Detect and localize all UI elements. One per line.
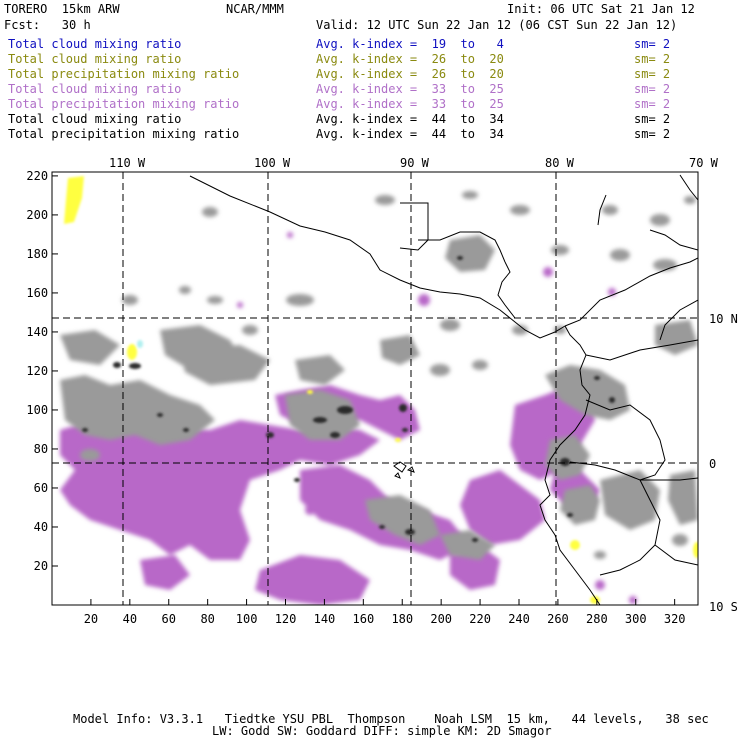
y-tick-label: 80 <box>33 441 49 456</box>
lon-label-110w: 110 W <box>109 156 146 170</box>
x-tick-label: 40 <box>122 612 138 626</box>
legend-sm-3: sm= 2 <box>634 67 671 81</box>
y-tick-label: 60 <box>33 480 49 495</box>
legend-field-7: Total precipitation mixing ratio <box>8 127 240 141</box>
y-tick-label: 20 <box>33 558 49 573</box>
y-tick-label: 160 <box>26 285 49 300</box>
x-tick-label: 20 <box>83 612 99 626</box>
lon-label-90w: 90 W <box>400 156 429 170</box>
legend-field-3: Total precipitation mixing ratio <box>8 67 240 81</box>
map-plot-area <box>60 174 698 605</box>
y-tick-label: 180 <box>26 246 49 261</box>
x-tick-label: 300 <box>624 612 647 626</box>
legend-field-6: Total cloud mixing ratio <box>8 112 182 126</box>
legend-kindex-3: Avg. k-index = 26 to 20 <box>316 67 504 81</box>
model-info-line: Model Info: V3.3.1 Tiedtke YSU PBL Thomp… <box>73 712 709 726</box>
legend-sm-5: sm= 2 <box>634 97 671 111</box>
physics-info-line: LW: Godd SW: Goddard DIFF: simple KM: 2D… <box>212 724 552 738</box>
legend-field-2: Total cloud mixing ratio <box>8 52 182 66</box>
legend-sm-7: sm= 2 <box>634 127 671 141</box>
legend-kindex-1: Avg. k-index = 19 to 4 <box>316 37 504 51</box>
axis-ticks <box>52 175 676 605</box>
y-tick-label: 120 <box>26 363 49 378</box>
legend-sm-2: sm= 2 <box>634 52 671 66</box>
lat-lon-grid <box>52 172 698 605</box>
legend-kindex-4: Avg. k-index = 33 to 25 <box>316 82 504 96</box>
x-tick-label: 100 <box>235 612 258 626</box>
legend-kindex-2: Avg. k-index = 26 to 20 <box>316 52 504 66</box>
legend-kindex-5: Avg. k-index = 33 to 25 <box>316 97 504 111</box>
x-tick-label: 260 <box>547 612 569 626</box>
x-tick-label: 220 <box>469 612 491 626</box>
lat-label-10s: 10 S <box>709 600 738 614</box>
x-tick-label: 200 <box>430 612 453 626</box>
lat-label-10n: 10 N <box>709 312 738 326</box>
x-tick-label: 240 <box>508 612 530 626</box>
x-tick-label: 120 <box>274 612 297 626</box>
x-tick-label: 80 <box>200 612 215 626</box>
legend-field-1: Total cloud mixing ratio <box>8 37 182 51</box>
y-tick-label: 140 <box>26 324 49 339</box>
coastlines <box>189 174 698 605</box>
forecast-hour: Fcst: 30 h <box>4 18 91 32</box>
plot-frame <box>51 171 699 606</box>
x-tick-label: 320 <box>663 612 686 626</box>
organization-label: NCAR/MMM <box>226 2 284 16</box>
valid-time: Valid: 12 UTC Sun 22 Jan 12 (06 CST Sun … <box>316 18 678 32</box>
legend-kindex-7: Avg. k-index = 44 to 34 <box>316 127 504 141</box>
x-tick-label: 60 <box>161 612 176 626</box>
model-title: TORERO 15km ARW <box>4 2 120 16</box>
legend-sm-4: sm= 2 <box>634 82 671 96</box>
x-tick-label: 160 <box>352 612 375 626</box>
legend-field-5: Total precipitation mixing ratio <box>8 97 240 111</box>
y-tick-label: 100 <box>26 402 49 417</box>
lon-label-100w: 100 W <box>254 156 291 170</box>
init-time: Init: 06 UTC Sat 21 Jan 12 <box>507 2 695 16</box>
lon-label-70w: 70 W <box>689 156 718 170</box>
legend-kindex-6: Avg. k-index = 44 to 34 <box>316 112 504 126</box>
y-tick-label: 220 <box>26 168 49 183</box>
low-k-index-field <box>64 176 698 604</box>
high-k-index-cores <box>82 256 615 542</box>
lat-label-0: 0 <box>709 457 717 471</box>
x-tick-label: 280 <box>586 612 608 626</box>
cloud-mixing-ratio-field <box>60 191 698 560</box>
lon-label-80w: 80 W <box>545 156 574 170</box>
legend-sm-1: sm= 2 <box>634 37 671 51</box>
x-tick-label: 140 <box>313 612 336 626</box>
legend-sm-6: sm= 2 <box>634 112 671 126</box>
x-tick-label: 180 <box>391 612 414 626</box>
legend-field-4: Total cloud mixing ratio <box>8 82 182 96</box>
y-tick-label: 40 <box>33 519 49 534</box>
y-tick-label: 200 <box>26 207 49 222</box>
